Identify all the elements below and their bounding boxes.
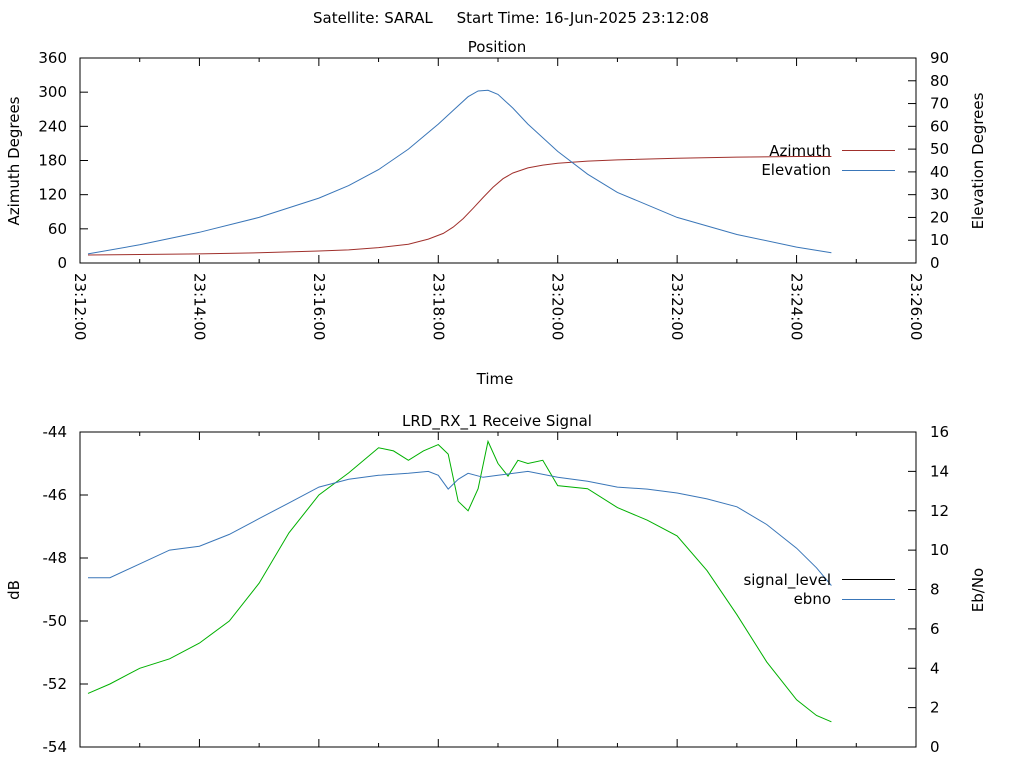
y-tick-label: 120	[38, 186, 67, 204]
y-tick-label: 60	[48, 220, 67, 238]
series-line-elevation	[87, 89, 832, 255]
y2-tick-label: 12	[930, 502, 949, 520]
position-x-axis-label: Time	[476, 370, 514, 388]
y2-tick-label: 10	[930, 541, 949, 559]
figure-title: Satellite: SARAL Start Time: 16-Jun-2025…	[313, 9, 709, 27]
x-tick-label: 23:14:00	[190, 273, 208, 340]
receive-signal-axis-ticks: -44 -46 -48 -50 -52 -54 0 2 4 6 8 10 12 14 16	[43, 423, 950, 756]
y2-tick-label: 40	[930, 163, 949, 181]
y2-tick-label: 16	[930, 423, 949, 441]
x-tick-label: 23:16:00	[310, 273, 328, 340]
y2-tick-label: 30	[930, 186, 949, 204]
series-line-ebno	[88, 470, 832, 586]
position-chart-title: Position	[468, 38, 526, 56]
y-tick-label: 180	[38, 152, 67, 170]
y2-tick-label: 60	[930, 117, 949, 135]
receive-signal-chart-title: LRD_RX_1 Receive Signal	[402, 412, 592, 431]
y-tick-label: -46	[43, 486, 68, 504]
receive-signal-y-axis-label: dB	[5, 580, 23, 600]
x-tick-label: 23:18:00	[429, 273, 447, 340]
y2-tick-label: 50	[930, 140, 949, 158]
receive-signal-legend: signal_level ebno	[743, 571, 895, 608]
position-series-group	[87, 89, 832, 256]
y-tick-label: -44	[43, 423, 68, 441]
y2-tick-label: 70	[930, 95, 949, 113]
series-line-azimuth	[87, 156, 832, 256]
y2-tick-label: 90	[930, 49, 949, 67]
x-tick-label: 23:24:00	[788, 273, 806, 340]
position-axis-ticks: 23:12:00 23:14:00 23:16:00 23:18:00 23:20:00…	[38, 49, 949, 340]
x-tick-label: 23:20:00	[549, 273, 567, 340]
y-tick-label: -52	[43, 675, 68, 693]
y-tick-label: -50	[43, 612, 68, 630]
position-y-axis-label: Azimuth Degrees	[5, 96, 23, 225]
receive-signal-y2-axis-label: Eb/No	[969, 568, 987, 612]
y-tick-label: -48	[43, 549, 68, 567]
x-tick-label: 23:12:00	[71, 273, 89, 340]
legend-label-elevation: Elevation	[761, 161, 831, 179]
y2-tick-label: 14	[930, 462, 949, 480]
position-legend: Azimuth Elevation	[761, 142, 895, 179]
y-tick-label: 300	[38, 83, 67, 101]
y2-tick-label: 6	[930, 620, 940, 638]
x-tick-label: 23:22:00	[668, 273, 686, 340]
receive-signal-chart: LRD_RX_1 Receive Signal -44-46-48-50-52-…	[5, 412, 987, 756]
y-tick-label: 360	[38, 49, 67, 67]
y2-tick-label: 10	[930, 231, 949, 249]
legend-label-azimuth: Azimuth	[769, 142, 831, 160]
y-tick-label: 240	[38, 117, 67, 135]
y2-tick-label: 0	[930, 738, 940, 756]
receive-signal-plot-frame	[79, 431, 917, 748]
position-y2-axis-label: Elevation Degrees	[969, 92, 987, 229]
y2-tick-label: 80	[930, 72, 949, 90]
series-line-signal-level	[87, 439, 832, 723]
y-tick-label: -54	[43, 738, 68, 756]
y2-tick-label: 0	[930, 254, 940, 272]
y-tick-label: 0	[57, 254, 67, 272]
y2-tick-label: 8	[930, 581, 940, 599]
y2-tick-label: 2	[930, 699, 940, 717]
receive-signal-series-group	[87, 439, 832, 723]
legend-label-ebno: ebno	[794, 590, 831, 608]
position-chart: Position 23:12:00 23:14:00 23:16:00 23:18:0…	[5, 38, 987, 388]
legend-label-signal-level: signal_level	[743, 571, 831, 590]
y2-tick-label: 4	[930, 659, 940, 677]
x-tick-label: 23:26:00	[907, 273, 925, 340]
y2-tick-label: 20	[930, 208, 949, 226]
